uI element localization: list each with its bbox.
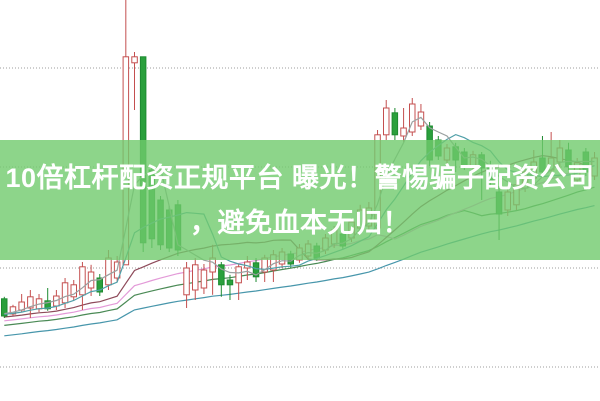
- banner-text-line-2: ，避免血本无归！: [190, 208, 410, 238]
- banner-text-line-1: 10倍杠杆配资正规平台 曝光！警惕骗子配资公司: [5, 163, 595, 193]
- promo-banner: 10倍杠杆配资正规平台 曝光！警惕骗子配资公司 ，避免血本无归！: [0, 140, 600, 260]
